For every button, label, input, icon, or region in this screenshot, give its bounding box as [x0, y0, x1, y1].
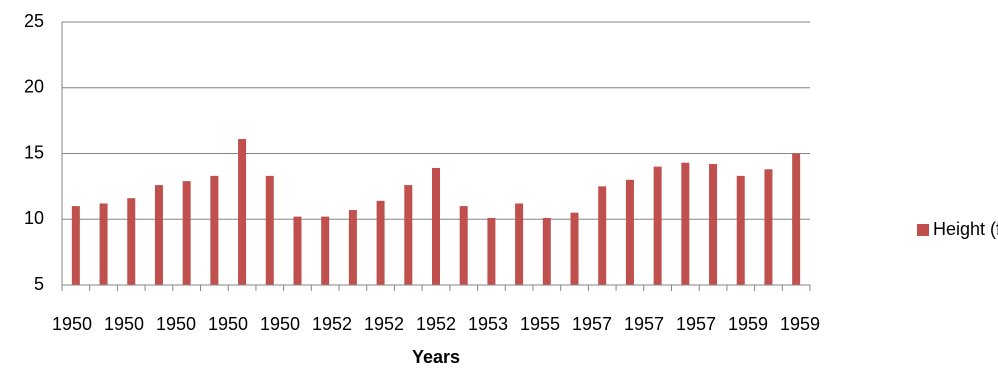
x-tick-label: 1950 [208, 314, 248, 334]
x-tick-label: 1957 [676, 314, 716, 334]
bar [625, 179, 634, 285]
bar [459, 206, 468, 285]
bar [238, 139, 247, 285]
bar [653, 166, 662, 285]
legend-swatch [917, 224, 929, 236]
y-tick-label: 10 [24, 208, 44, 228]
x-tick-label: 1959 [728, 314, 768, 334]
legend-label: Height (ft) [933, 219, 998, 239]
bar [764, 169, 773, 285]
y-tick-label: 15 [24, 142, 44, 162]
bar [681, 162, 690, 285]
x-tick-label: 1950 [156, 314, 196, 334]
bar [71, 206, 80, 285]
bar [99, 203, 108, 285]
bar [376, 200, 385, 285]
bar [182, 181, 191, 285]
bar [154, 185, 163, 285]
bar [570, 212, 579, 285]
bar [487, 217, 496, 285]
x-tick-label: 1952 [312, 314, 352, 334]
bar [432, 167, 440, 285]
x-tick-label: 1959 [780, 314, 820, 334]
x-tick-label: 1953 [468, 314, 508, 334]
bar [293, 216, 302, 285]
bar [709, 164, 718, 285]
y-tick-label: 20 [24, 77, 44, 97]
y-tick-label: 5 [34, 274, 44, 294]
bar [515, 203, 524, 285]
bar [598, 186, 607, 285]
x-tick-label: 1952 [416, 314, 456, 334]
bar [127, 198, 136, 285]
bar [321, 216, 330, 285]
bar [542, 217, 551, 285]
y-tick-label: 25 [24, 11, 44, 31]
x-tick-label: 1950 [260, 314, 300, 334]
x-tick-label: 1950 [52, 314, 92, 334]
x-tick-label: 1955 [520, 314, 560, 334]
x-axis-title: Years [412, 347, 460, 367]
bar [265, 175, 274, 285]
x-tick-label: 1952 [364, 314, 404, 334]
bar [736, 175, 745, 285]
bar [404, 185, 413, 285]
bar [210, 175, 219, 285]
bar [792, 153, 801, 285]
x-tick-label: 1950 [104, 314, 144, 334]
x-tick-label: 1957 [572, 314, 612, 334]
bar [348, 210, 357, 285]
x-tick-label: 1957 [624, 314, 664, 334]
